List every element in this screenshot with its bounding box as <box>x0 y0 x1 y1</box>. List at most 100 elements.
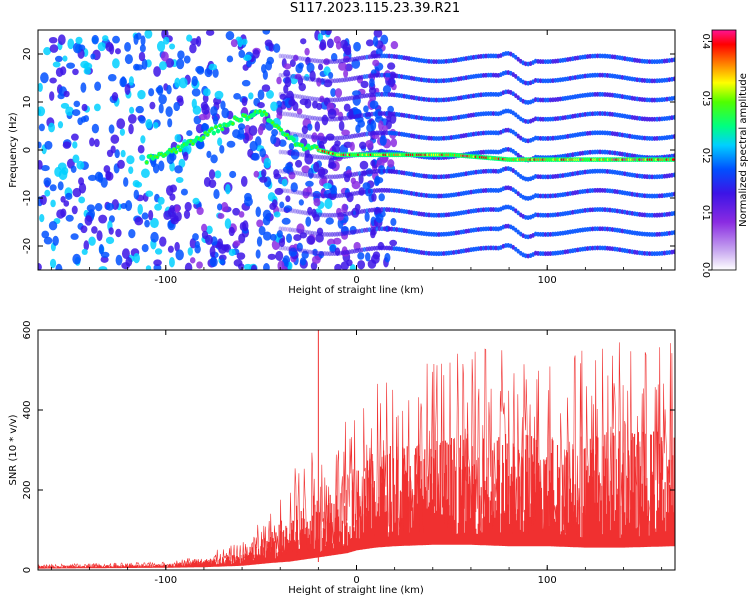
band-mark <box>442 193 446 199</box>
noise-blob <box>323 182 332 190</box>
band-mark <box>392 130 396 136</box>
band-mark <box>447 97 451 102</box>
band-mark <box>357 94 362 100</box>
band-mark <box>504 185 508 191</box>
band-mark <box>568 133 572 139</box>
noise-blob <box>238 49 246 59</box>
band-mark <box>491 91 496 97</box>
band-mark <box>578 189 582 195</box>
band-mark <box>427 231 431 237</box>
band-mark <box>524 138 528 144</box>
band-mark <box>593 168 597 174</box>
band-mark <box>459 191 463 197</box>
band-mark <box>474 73 478 79</box>
band-mark <box>434 174 439 180</box>
band-mark <box>467 74 471 80</box>
noise-blob <box>212 68 219 78</box>
band-mark <box>531 194 535 200</box>
band-mark <box>571 56 575 62</box>
noise-blob <box>299 257 307 266</box>
band-mark <box>352 133 357 139</box>
band-mark <box>486 111 491 116</box>
band-mark <box>484 149 488 155</box>
band-mark <box>588 245 592 251</box>
band-mark <box>308 153 312 159</box>
noise-blob <box>38 106 46 117</box>
ridge-core <box>279 128 283 132</box>
band-mark <box>407 171 411 177</box>
band-mark <box>313 211 317 217</box>
band-mark <box>623 94 627 100</box>
band-mark <box>533 231 538 237</box>
band-mark <box>452 58 456 63</box>
band-mark <box>449 58 453 64</box>
band-mark <box>494 226 498 232</box>
band-mark <box>667 115 672 121</box>
band-mark <box>479 130 483 136</box>
band-mark <box>548 78 553 84</box>
band-mark <box>553 58 558 64</box>
band-mark <box>387 130 391 136</box>
band-mark <box>625 95 629 100</box>
band-mark <box>491 53 496 59</box>
band-mark <box>367 92 372 98</box>
band-mark <box>397 93 401 98</box>
band-mark <box>501 109 505 115</box>
band-mark <box>489 168 493 174</box>
band-mark <box>541 212 545 218</box>
noise-blob <box>83 67 92 75</box>
band-mark <box>395 73 399 79</box>
band-mark <box>630 57 634 63</box>
noise-blob <box>365 39 374 47</box>
band-mark <box>410 191 414 196</box>
band-mark <box>328 174 332 180</box>
band-mark <box>457 249 461 255</box>
noise-blob <box>273 211 281 218</box>
noise-blob <box>305 216 312 227</box>
noise-blob <box>62 141 71 149</box>
band-mark <box>305 153 310 159</box>
band-mark <box>598 207 602 212</box>
band-mark <box>452 134 456 140</box>
band-mark <box>578 55 582 60</box>
noise-blob <box>258 226 266 236</box>
band-mark <box>281 53 285 59</box>
noise-blob <box>309 70 316 82</box>
band-mark <box>288 188 292 194</box>
noise-blob <box>373 30 383 38</box>
band-mark <box>474 188 478 194</box>
band-mark <box>360 113 364 118</box>
band-mark <box>291 189 295 195</box>
band-mark <box>541 97 545 103</box>
band-mark <box>291 131 295 137</box>
band-mark <box>509 109 513 115</box>
band-mark <box>481 53 486 59</box>
band-mark <box>548 251 553 256</box>
band-mark <box>640 193 644 198</box>
band-mark <box>442 174 446 180</box>
band-mark <box>278 53 282 59</box>
ridge-core <box>300 144 304 147</box>
band-mark <box>553 135 558 141</box>
band-mark <box>424 97 429 102</box>
noise-blob <box>145 190 154 197</box>
noise-blob <box>242 220 249 232</box>
band-mark <box>618 228 622 233</box>
band-mark <box>405 247 409 253</box>
band-mark <box>437 232 441 237</box>
band-mark <box>380 72 384 78</box>
band-mark <box>295 93 300 99</box>
band-mark <box>591 207 595 213</box>
band-mark <box>422 96 426 102</box>
band-mark <box>660 174 664 179</box>
band-mark <box>521 60 525 66</box>
noise-blob <box>308 167 314 179</box>
band-mark <box>578 227 582 233</box>
band-mark <box>295 247 300 253</box>
band-mark <box>670 57 674 63</box>
band-mark <box>362 74 367 80</box>
noise-blob <box>119 128 126 136</box>
band-mark <box>506 166 510 171</box>
band-mark <box>434 251 439 257</box>
spectrogram-ytick-label: -20 <box>22 238 33 254</box>
